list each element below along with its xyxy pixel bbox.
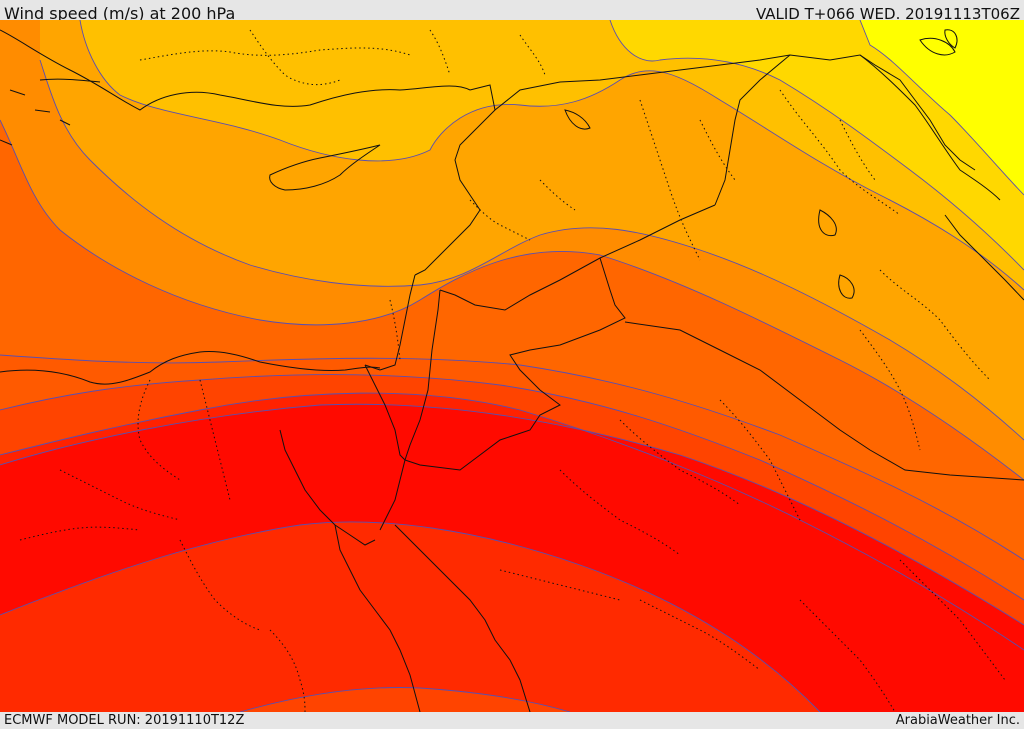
- wind-speed-map: [0, 20, 1024, 712]
- jordan-iraq-border: [439, 204, 716, 311]
- contour-line: [239, 687, 571, 712]
- admin-boundary: [19, 526, 141, 541]
- admin-boundary: [139, 47, 411, 61]
- contour-line: [0, 521, 821, 712]
- lake-urmia: [944, 29, 958, 49]
- gulf-of-suez: [279, 429, 376, 546]
- aegean-islands: [0, 89, 71, 146]
- contour-line: [0, 354, 1024, 561]
- cyprus: [269, 144, 381, 191]
- admin-boundary: [899, 559, 1006, 681]
- borders: [0, 29, 1024, 712]
- admin-boundary: [499, 569, 621, 601]
- map-canvas: [0, 20, 1024, 712]
- contour-line: [0, 374, 1024, 601]
- admin-boundary: [539, 179, 576, 211]
- admin-boundary: [879, 269, 991, 381]
- syria-iraq-border: [714, 54, 791, 206]
- admin-boundary: [639, 599, 761, 671]
- turkey-coast: [0, 29, 471, 111]
- header-bar: Wind speed (m/s) at 200 hPa VALID T+066 …: [0, 0, 1024, 23]
- admin-boundary: [639, 99, 701, 261]
- band-7-low: [240, 687, 570, 712]
- lake-tharthar: [818, 209, 837, 237]
- crete: [39, 78, 101, 83]
- admin-boundary: [179, 539, 261, 631]
- admin-boundary: [799, 599, 896, 712]
- contour-line: [609, 20, 1024, 271]
- admin-boundary: [389, 299, 401, 361]
- lake-habbaniyah: [838, 274, 855, 299]
- band-8-lower: [0, 521, 820, 712]
- band-9-core: [0, 404, 1024, 712]
- israel-coast: [364, 274, 416, 371]
- levant-coast: [414, 109, 496, 276]
- credit-label: ArabiaWeather Inc.: [895, 713, 1020, 728]
- iran-coast: [859, 54, 1001, 201]
- jordan-valley: [379, 289, 441, 531]
- admin-boundaries: [19, 29, 1006, 712]
- contour-line: [0, 392, 1024, 651]
- admin-boundary: [859, 329, 921, 451]
- syria-turkey-border: [469, 54, 976, 171]
- contour-line: [39, 59, 1024, 441]
- admin-boundary: [137, 379, 181, 481]
- contour-lines: [0, 20, 1024, 712]
- model-run-label: ECMWF MODEL RUN: 20191110T12Z: [4, 713, 245, 728]
- contour-line: [0, 119, 1024, 481]
- contour-line: [859, 20, 1024, 196]
- red-sea-east: [394, 524, 531, 712]
- admin-boundary: [269, 629, 306, 712]
- persian-gulf-coast: [944, 214, 1024, 301]
- map-title: Wind speed (m/s) at 200 hPa: [4, 4, 236, 23]
- egypt-med-coast: [0, 351, 381, 385]
- lake-van: [919, 37, 956, 56]
- saudi-iraq-border: [624, 321, 1024, 481]
- valid-time: VALID T+066 WED. 20191113T06Z: [755, 5, 1020, 23]
- admin-boundary: [779, 89, 901, 216]
- contour-line: [79, 20, 1024, 291]
- red-sea-west: [334, 524, 421, 712]
- lake-assad: [564, 109, 591, 130]
- admin-boundary: [559, 469, 681, 556]
- footer-bar: ECMWF MODEL RUN: 20191110T12Z ArabiaWeat…: [0, 712, 1024, 729]
- contour-line: [0, 403, 1024, 626]
- admin-boundary: [199, 379, 231, 501]
- admin-boundary: [59, 469, 181, 521]
- band-3: [80, 20, 1024, 290]
- admin-boundary: [429, 29, 546, 76]
- sinai-west: [364, 364, 406, 461]
- admin-boundary: [619, 419, 741, 506]
- jordan-saudi-border: [404, 257, 626, 471]
